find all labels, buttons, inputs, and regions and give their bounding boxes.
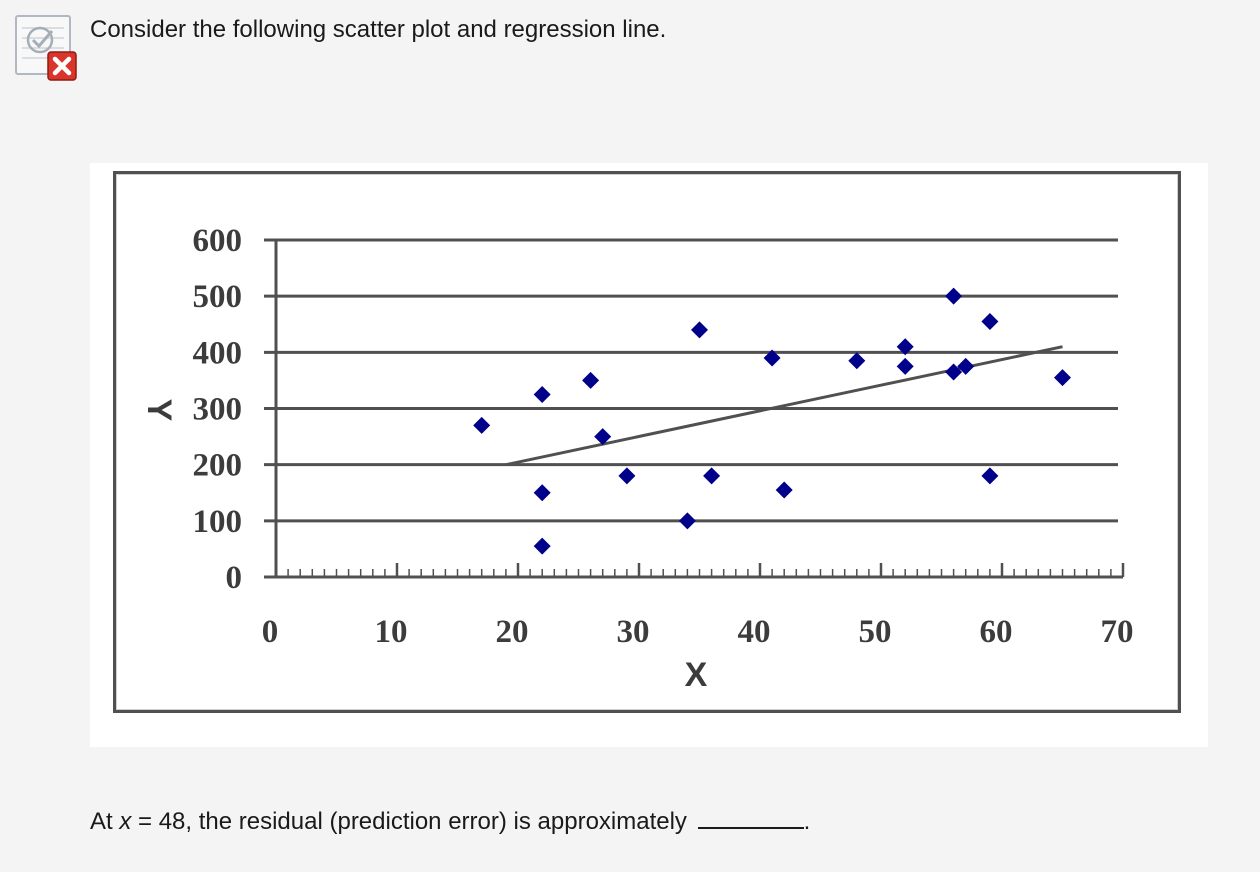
- x-tick-label-0: 0: [262, 614, 279, 650]
- data-point-4: [582, 371, 600, 389]
- scatter-plot-svg: 0 100 200 300 400 500 600 0 10 20 30 40 50 60 70 X Y: [140, 223, 1134, 694]
- data-point-18: [981, 312, 999, 330]
- data-point-11: [775, 481, 793, 499]
- x-tick-label-50: 50: [859, 614, 892, 650]
- sub-question: At x = 48, the residual (prediction erro…: [90, 805, 810, 838]
- data-point-1: [533, 385, 551, 403]
- data-point-19: [981, 467, 999, 485]
- y-tick-label-600: 600: [193, 223, 243, 259]
- y-tick-label-100: 100: [193, 504, 243, 540]
- sub-question-variable: x: [119, 808, 132, 835]
- y-tick-label-0: 0: [226, 560, 243, 596]
- data-point-5: [594, 428, 612, 446]
- x-tick-label-40: 40: [738, 614, 771, 650]
- scatter-chart: 0 100 200 300 400 500 600 0 10 20 30 40 50 60 70 X Y: [113, 171, 1181, 713]
- question-text: Consider the following scatter plot and …: [90, 16, 667, 43]
- red-x-badge-icon: [47, 51, 77, 81]
- data-point-15: [945, 287, 963, 305]
- answer-blank: [697, 805, 804, 829]
- y-tick-label-300: 300: [193, 392, 243, 428]
- data-point-6: [618, 467, 636, 485]
- y-tick-label-500: 500: [193, 279, 243, 315]
- data-point-8: [691, 321, 708, 339]
- data-point-2: [533, 484, 551, 502]
- x-axis-label: X: [685, 656, 708, 694]
- data-point-16: [945, 363, 963, 381]
- data-point-12: [848, 352, 866, 370]
- data-point-20: [1054, 369, 1071, 387]
- x-tick-label-20: 20: [496, 614, 529, 650]
- x-tick-label-70: 70: [1101, 614, 1134, 650]
- data-point-17: [957, 357, 975, 375]
- regression-line: [505, 345, 1063, 467]
- y-tick-label-400: 400: [193, 335, 243, 371]
- incorrect-status-icon: [14, 14, 82, 82]
- figure-panel: 0 100 200 300 400 500 600 0 10 20 30 40 50 60 70 X Y: [90, 163, 1208, 747]
- data-point-13: [896, 338, 914, 356]
- x-tick-label-10: 10: [375, 614, 408, 650]
- data-point-7: [678, 512, 696, 530]
- sub-question-trailing: .: [803, 808, 811, 835]
- sub-question-before: At: [90, 808, 120, 835]
- data-point-14: [896, 357, 914, 375]
- data-point-0: [473, 416, 491, 434]
- x-tick-label-30: 30: [617, 614, 650, 650]
- data-point-3: [533, 537, 551, 555]
- data-point-10: [763, 349, 781, 367]
- x-tick-label-60: 60: [980, 614, 1013, 650]
- sub-question-after: = 48, the residual (prediction error) is…: [131, 808, 687, 835]
- y-tick-label-200: 200: [193, 448, 243, 484]
- y-axis-label: Y: [140, 399, 178, 422]
- data-point-9: [703, 467, 721, 485]
